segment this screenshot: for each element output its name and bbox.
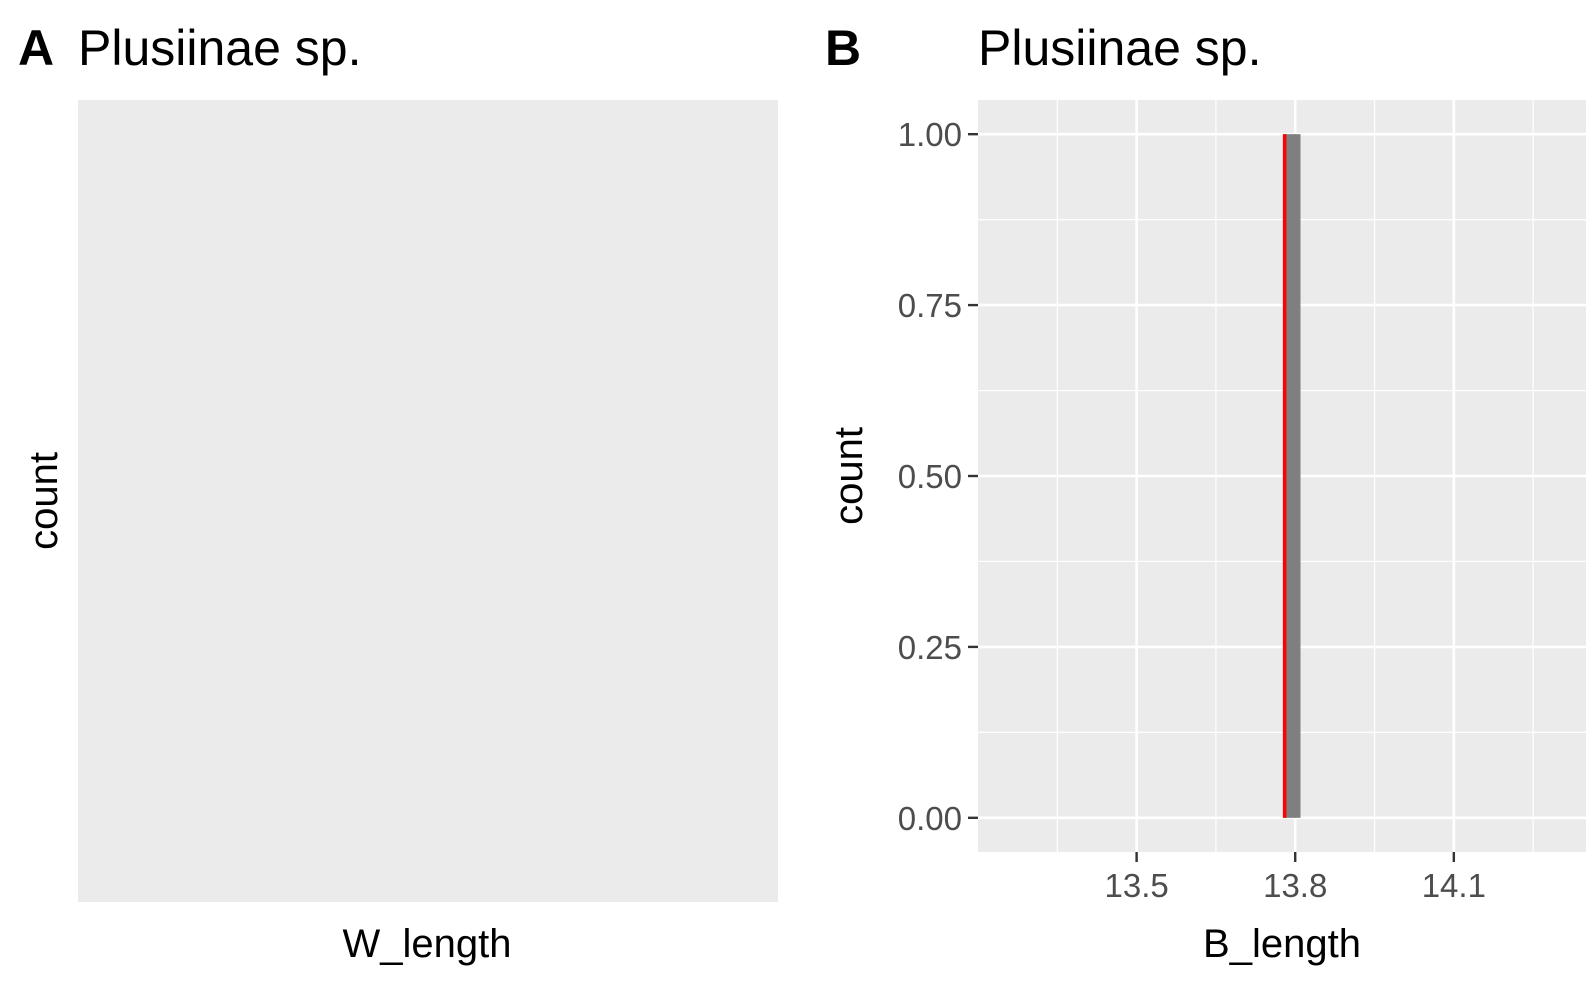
panel-a: A Plusiinae sp. W_length count <box>18 20 778 966</box>
panel-b-x-axis-title: B_length <box>1203 922 1361 966</box>
panel-a-plot-area <box>78 100 778 902</box>
panel-b-bars <box>1284 134 1301 818</box>
panel-a-title: Plusiinae sp. <box>78 20 362 76</box>
panel-a-y-axis-title: count <box>22 452 66 550</box>
x-tick-label: 13.8 <box>1263 867 1327 904</box>
y-tick-label: 0.25 <box>898 629 962 666</box>
y-tick-label: 0.50 <box>898 458 962 495</box>
panel-a-x-axis-title: W_length <box>343 922 512 966</box>
y-tick-label: 0.00 <box>898 800 962 837</box>
x-tick-label: 13.5 <box>1104 867 1168 904</box>
y-tick-label: 1.00 <box>898 116 962 153</box>
panel-b-y-axis: 0.00 0.25 0.50 0.75 1.00 <box>898 116 978 837</box>
panel-a-tag: A <box>18 20 54 76</box>
y-tick-label: 0.75 <box>898 287 962 324</box>
panel-b-y-axis-title: count <box>827 427 871 525</box>
panel-b-title: Plusiinae sp. <box>978 20 1262 76</box>
panel-b-x-axis: 13.5 13.8 14.1 <box>1104 852 1486 904</box>
x-tick-label: 14.1 <box>1422 867 1486 904</box>
histogram-bar <box>1284 134 1301 818</box>
panel-b-tag: B <box>825 20 861 76</box>
panel-b: B Plusiinae sp. 0.00 0.25 0.50 0.75 1.00 13.… <box>825 20 1586 966</box>
